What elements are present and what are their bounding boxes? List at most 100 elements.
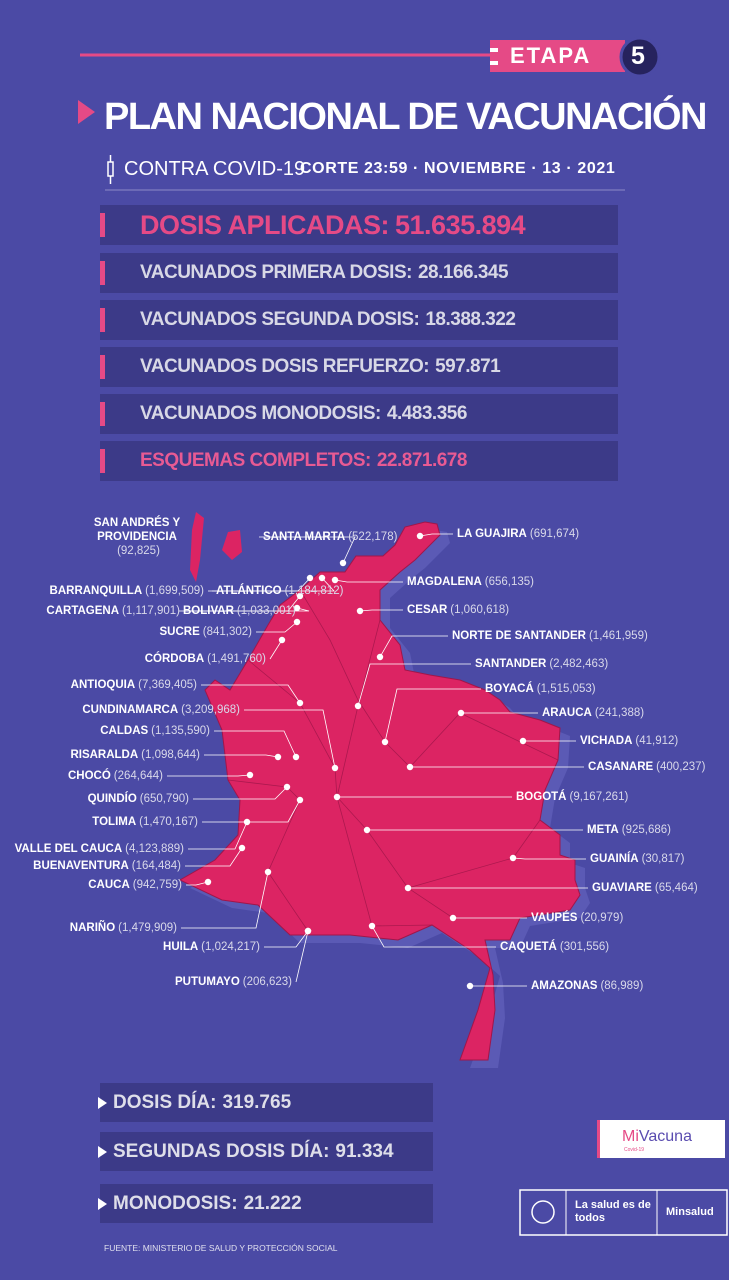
department-value: (522,178) (348, 531, 398, 543)
department-name: PUTUMAYO (175, 976, 240, 988)
coat-of-arms (531, 1200, 555, 1224)
location-dot (416, 532, 424, 540)
department-value: (1,033,001) (236, 605, 296, 617)
department-label: SANTA MARTA (522,178) (263, 530, 397, 544)
department-name: GUAINÍA (590, 853, 639, 865)
stage-badge (490, 40, 625, 72)
daily-row: DOSIS DÍA: 319.765 (100, 1083, 433, 1122)
department-label: CESAR (1,060,618) (407, 603, 509, 617)
department-name: CAQUETÁ (500, 941, 557, 953)
daily-value: 21.222 (243, 1192, 302, 1214)
department-value: (4,123,889) (125, 843, 184, 855)
department-label: AMAZONAS (86,989) (531, 979, 643, 993)
source: FUENTE: MINISTERIO DE SALUD Y PROTECCIÓN… (104, 1243, 338, 1253)
department-value: (7,369,405) (138, 679, 197, 691)
location-dot (296, 592, 304, 600)
stat-value: 28.166.345 (417, 262, 509, 283)
location-dot (278, 636, 286, 644)
stat-value: 18.388.322 (425, 309, 516, 330)
department-value: (92,825) (117, 545, 160, 557)
leader-line (202, 799, 301, 823)
department-name: RISARALDA (70, 749, 139, 761)
department-value: (206,623) (242, 976, 292, 988)
title: PLAN NACIONAL DE VACUNACIÓN (104, 96, 708, 138)
stat-row: VACUNADOS MONODOSIS: 4.483.356 (100, 394, 618, 434)
department-value: (41,912) (635, 735, 679, 747)
location-dot (449, 914, 457, 922)
department-name: VALLE DEL CAUCA (14, 843, 123, 855)
department-value: (241,388) (594, 707, 645, 719)
location-dot (331, 576, 339, 584)
brand: MiVacuna (622, 1128, 692, 1146)
subtitle: CONTRA COVID-19 (124, 158, 306, 180)
location-dot (509, 854, 517, 862)
stat-row: ESQUEMAS COMPLETOS: 22.871.678 (100, 441, 618, 481)
leader-line (204, 754, 279, 758)
stat-value: 51.635.894 (395, 209, 526, 240)
leader-line (256, 621, 298, 633)
department-label: CASANARE (400,237) (588, 760, 705, 774)
location-dot (264, 868, 272, 876)
leader-line (419, 533, 453, 537)
department-value: (1,060,618) (450, 604, 510, 616)
department-label: SAN ANDRÉS Y PROVIDENCIA (92,825) (82, 516, 192, 558)
badge-mark (490, 48, 498, 52)
leaders (167, 532, 588, 990)
slogan: La salud es de todos (575, 1199, 651, 1224)
department-value: (841,302) (202, 626, 252, 638)
leader-line (212, 577, 335, 592)
stage-circle (619, 36, 661, 78)
department-value: (1,491,760) (207, 653, 266, 665)
location-dot (293, 618, 301, 626)
brand-box (597, 1120, 725, 1158)
daily-label: MONODOSIS: (113, 1192, 238, 1214)
stat-value: 22.871.678 (376, 450, 468, 471)
department-label: BOYACÁ (1,515,053) (485, 682, 596, 696)
leader-line (193, 786, 288, 800)
department-name: SANTA MARTA (263, 531, 346, 543)
department-name: META (587, 824, 619, 836)
department-name: SUCRE (159, 626, 200, 638)
location-dot (381, 738, 389, 746)
leader-line (334, 579, 403, 583)
department-name: BOYACÁ (485, 683, 534, 695)
department-label: PUTUMAYO (206,623) (175, 975, 292, 989)
department-label: NARIÑO (1,479,909) (70, 921, 177, 935)
department-value: (301,556) (559, 941, 610, 953)
badge-mark (490, 61, 498, 65)
department-value: (925,686) (621, 824, 671, 836)
department-value: (1,117,901) (122, 605, 180, 617)
location-dot (519, 737, 527, 745)
location-dot (354, 702, 362, 710)
department-value: (1,699,509) (145, 585, 204, 597)
department-label: MAGDALENA (656,135) (407, 575, 534, 589)
department-value: (1,135,590) (151, 725, 210, 737)
department-label: CAUCA (942,759) (88, 878, 182, 892)
department-name: MAGDALENA (407, 576, 482, 588)
location-dot (304, 927, 312, 935)
location-dot (204, 878, 212, 886)
location-dot (466, 982, 474, 990)
stat-value: 4.483.356 (386, 403, 468, 424)
stage-label: ETAPA (510, 43, 592, 68)
department-value: (1,470,167) (139, 816, 198, 828)
stat-value: 597.871 (435, 356, 501, 377)
department-name: CESAR (407, 604, 448, 616)
ministry-box (519, 1189, 728, 1236)
location-dot (296, 699, 304, 707)
department-value: (650,790) (139, 793, 189, 805)
stat-label: ESQUEMAS COMPLETOS: (140, 450, 371, 471)
leader-line (181, 871, 269, 929)
location-dot (363, 826, 371, 834)
department-value: (691,674) (529, 528, 580, 540)
department-name: CASANARE (588, 761, 654, 773)
department-name: LA GUAJIRA (457, 528, 527, 540)
department-label: RISARALDA (1,098,644) (70, 748, 200, 762)
leader-line (167, 774, 251, 777)
leader-line (186, 881, 209, 886)
ministry: Minsalud (666, 1206, 714, 1218)
leader-line (359, 609, 403, 612)
leader-line (295, 930, 309, 983)
location-dot (356, 607, 364, 615)
